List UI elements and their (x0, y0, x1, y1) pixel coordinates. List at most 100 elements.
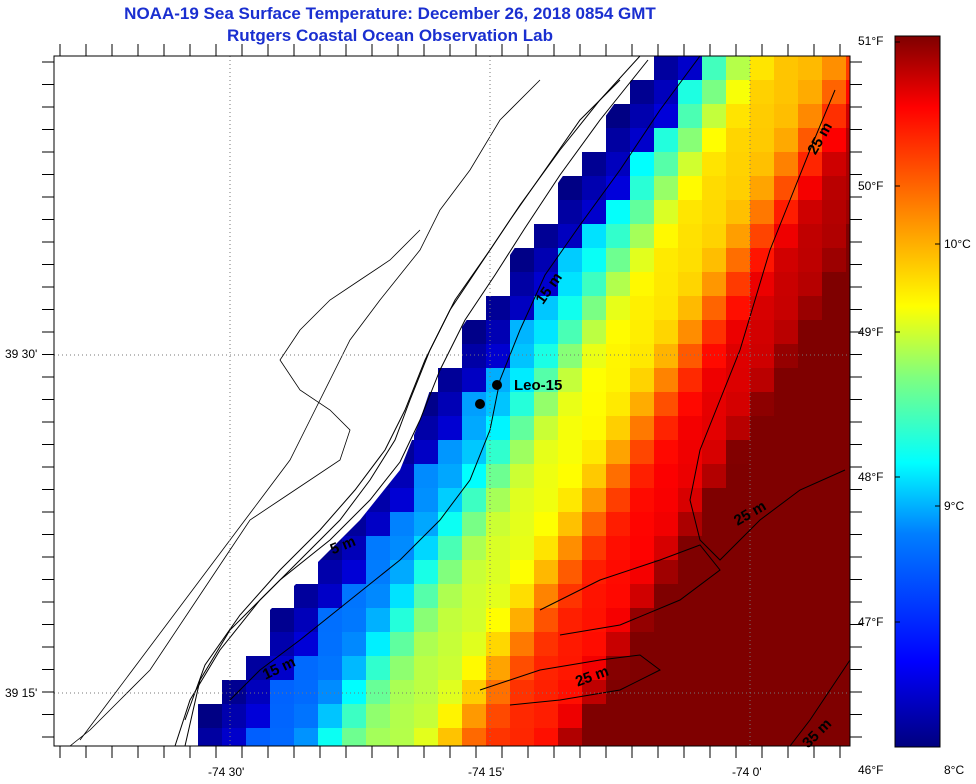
sst-cell (654, 344, 678, 368)
lat-label-39-15: 39 15' (5, 686, 38, 700)
sst-cell (678, 128, 702, 152)
contour-5m (184, 59, 649, 746)
sst-cell (750, 320, 774, 344)
sst-cell (630, 560, 654, 584)
sst-cell (582, 296, 606, 320)
cbar-c-8: 8°C (944, 763, 965, 777)
sst-cell (630, 536, 654, 560)
sst-cell (846, 488, 850, 512)
sst-cell (438, 560, 462, 584)
sst-cell (726, 272, 750, 296)
sst-cell (702, 200, 726, 224)
sst-cell (654, 272, 678, 296)
graticule (54, 56, 850, 746)
sst-cell (726, 368, 750, 392)
sst-cell (654, 392, 678, 416)
station-secondary-marker[interactable] (475, 399, 485, 409)
sst-cell (534, 488, 558, 512)
sst-cell (846, 224, 850, 248)
sst-cell (534, 440, 558, 464)
station-leo15-marker[interactable] (492, 380, 502, 390)
sst-cell (630, 248, 654, 272)
sst-cell (630, 104, 654, 128)
sst-cell (390, 728, 414, 746)
sst-cell (318, 560, 342, 584)
sst-cell (438, 536, 462, 560)
sst-cell (750, 392, 774, 416)
sst-cell (750, 104, 774, 128)
sst-cell (726, 200, 750, 224)
sst-cell (774, 392, 798, 416)
sst-cell (558, 704, 582, 728)
sst-cell (702, 512, 726, 536)
sst-cell (654, 56, 678, 80)
sst-cell (510, 440, 534, 464)
contour-15m (229, 56, 701, 701)
contour-25m-a (689, 89, 846, 561)
sst-cell (702, 536, 726, 560)
sst-cell (750, 128, 774, 152)
sst-cell (198, 704, 222, 728)
sst-cell (846, 392, 850, 416)
sst-cell (534, 224, 558, 248)
sst-cell (846, 632, 850, 656)
sst-cell (846, 584, 850, 608)
sst-cell (558, 392, 582, 416)
sst-cell (750, 176, 774, 200)
sst-cell (222, 704, 246, 728)
sst-cell (582, 416, 606, 440)
sst-cell (606, 176, 630, 200)
sst-cell (558, 440, 582, 464)
sst-cell (318, 584, 342, 608)
sst-cell (726, 56, 750, 80)
sst-cell (534, 728, 558, 746)
sst-cell (774, 536, 798, 560)
lat-label-39-30: 39 30' (5, 347, 38, 361)
sst-cell (654, 512, 678, 536)
sst-cell (822, 344, 846, 368)
sst-cell (606, 368, 630, 392)
sst-cell (246, 680, 270, 704)
sst-cell (822, 584, 846, 608)
sst-cell (534, 296, 558, 320)
sst-cell (294, 656, 318, 680)
sst-cell (366, 536, 390, 560)
sst-cell (510, 392, 534, 416)
colorbar (894, 35, 941, 748)
sst-cell (438, 368, 462, 392)
cbar-f-50: 50°F (858, 179, 884, 193)
sst-cell (510, 536, 534, 560)
sst-cell (822, 560, 846, 584)
sst-cell (678, 320, 702, 344)
sst-cell (462, 656, 486, 680)
sst-cell (678, 392, 702, 416)
sst-cell (798, 584, 822, 608)
sst-cell (774, 728, 798, 746)
sst-cell (390, 512, 414, 536)
sst-cell (270, 608, 294, 632)
cbar-f-51: 51°F (858, 34, 884, 48)
sst-cell (702, 680, 726, 704)
sst-cell (606, 560, 630, 584)
sst-cell (630, 608, 654, 632)
sst-cell (702, 152, 726, 176)
sst-cell (558, 176, 582, 200)
sst-cell (630, 320, 654, 344)
sst-cell (702, 368, 726, 392)
sst-cell (462, 704, 486, 728)
sst-cell (342, 728, 366, 746)
sst-cell (630, 440, 654, 464)
sst-cell (462, 344, 486, 368)
sst-cell (630, 224, 654, 248)
sst-cell (582, 488, 606, 512)
inland-marsh (79, 79, 541, 741)
sst-cell (702, 104, 726, 128)
cbar-f-48: 48°F (858, 470, 884, 484)
sst-cell (678, 56, 702, 80)
sst-cell (414, 584, 438, 608)
sst-cell (414, 680, 438, 704)
sst-cell (630, 272, 654, 296)
sst-cell (582, 344, 606, 368)
sst-cell (726, 296, 750, 320)
sst-cell (774, 56, 798, 80)
